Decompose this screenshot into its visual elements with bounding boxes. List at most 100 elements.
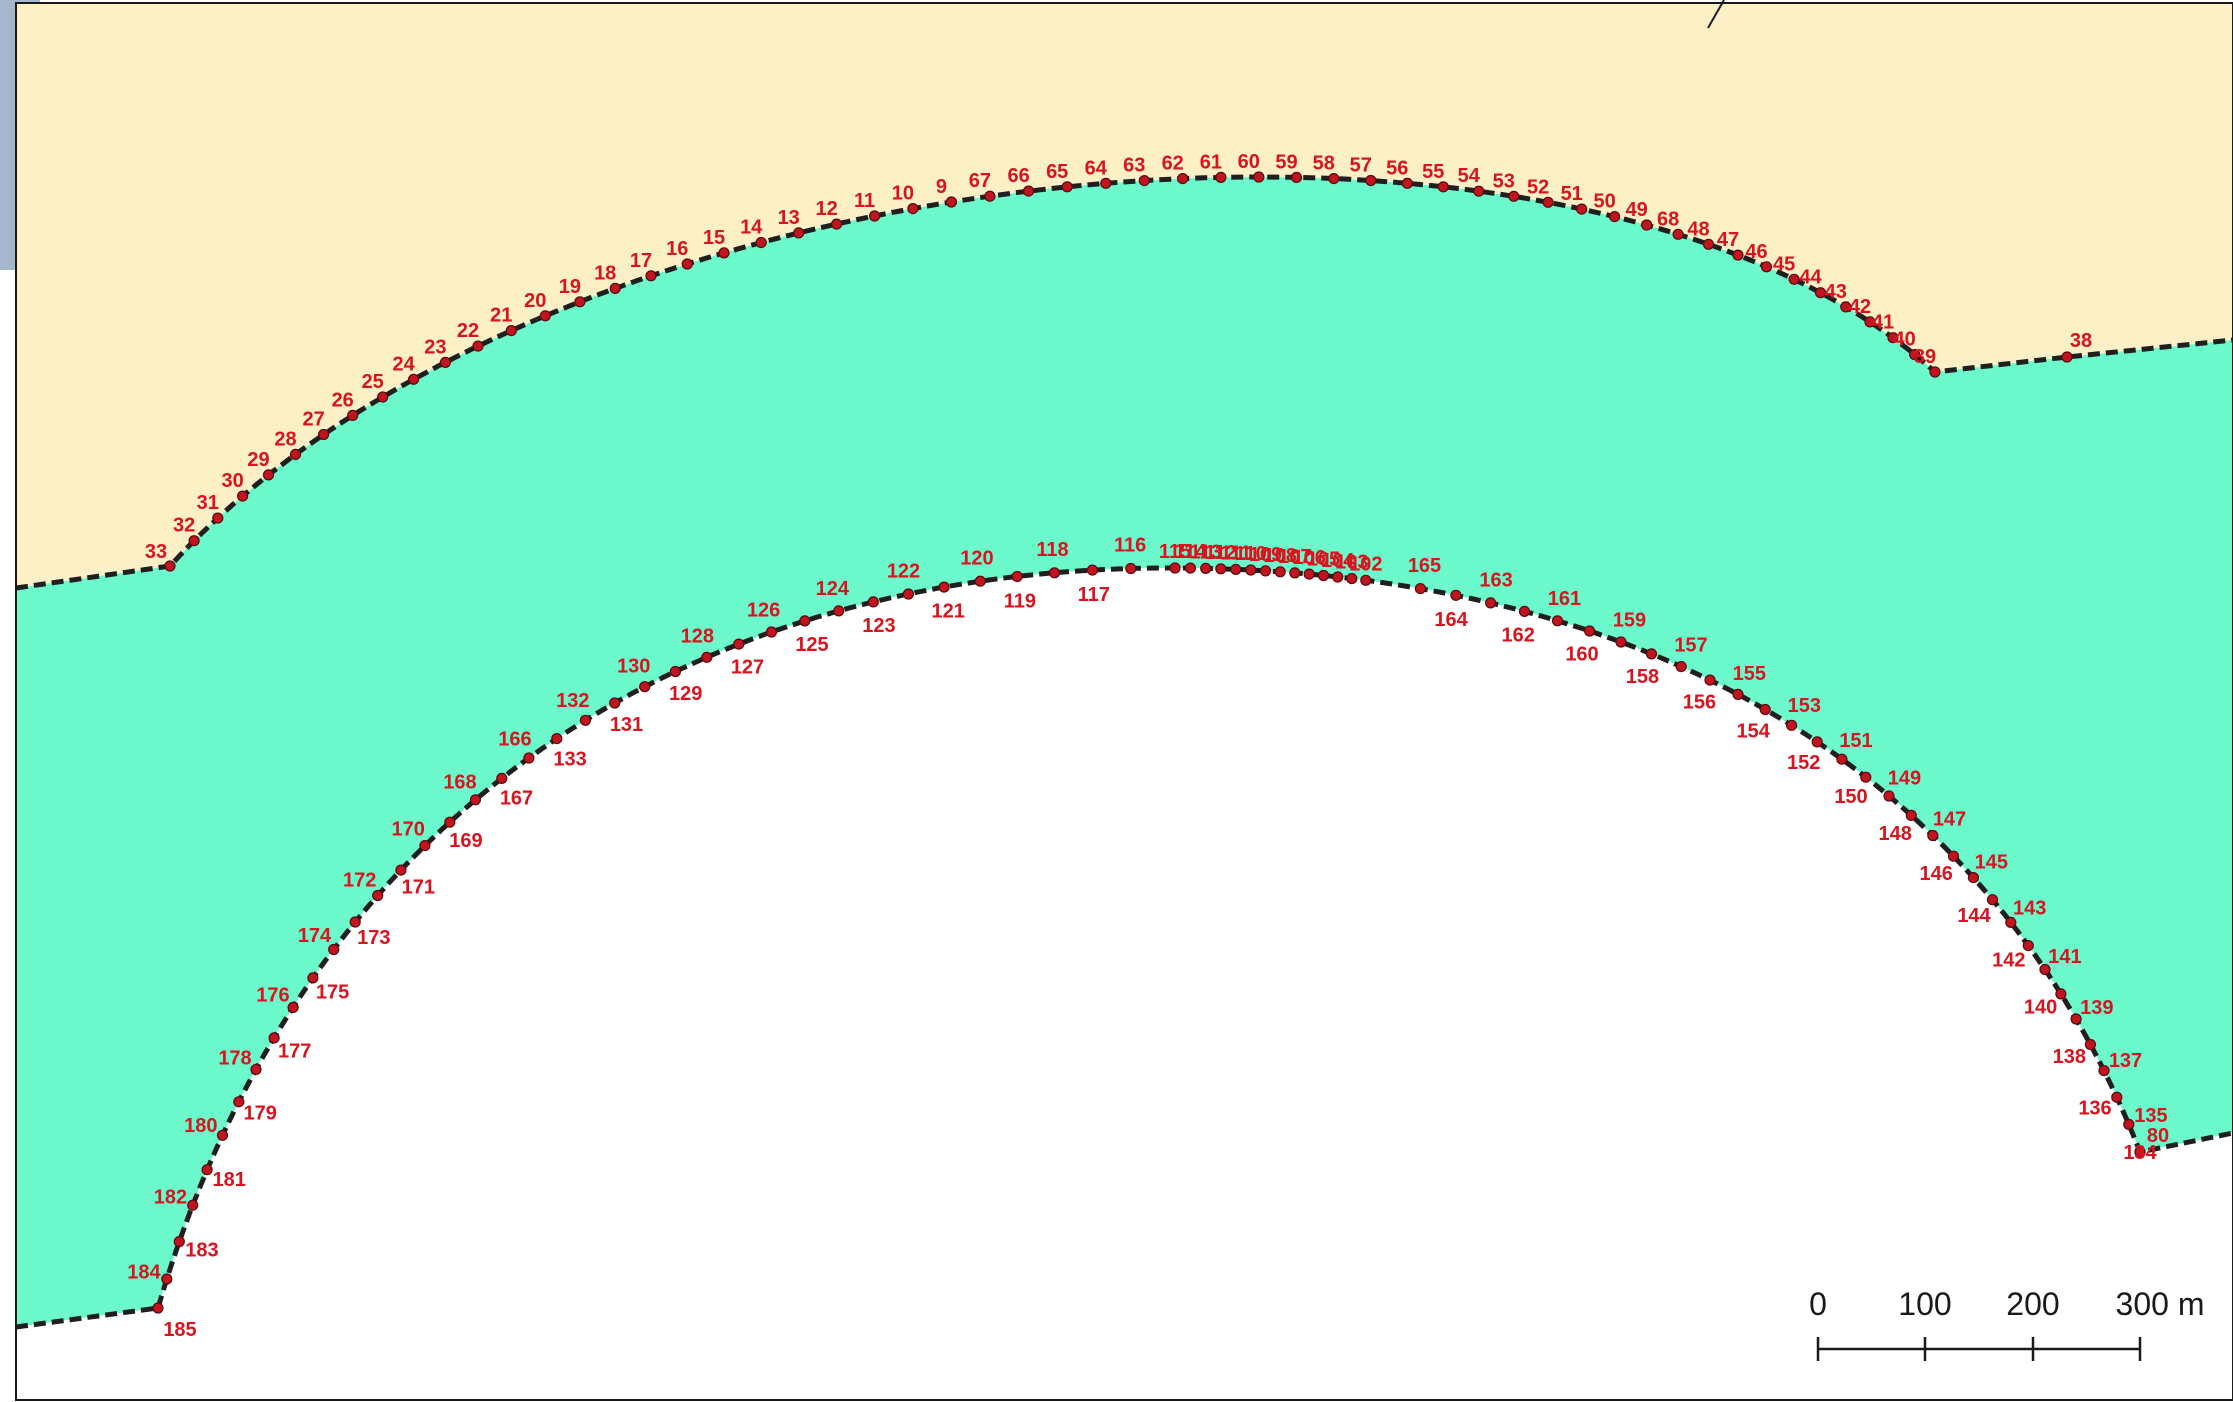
vertex-label-131: 131 <box>610 714 643 736</box>
vertex-27 <box>318 428 330 441</box>
vertex-label-138: 138 <box>2053 1046 2086 1068</box>
vertex-label-179: 179 <box>244 1103 277 1125</box>
vertex-18 <box>609 282 621 294</box>
vertex-135 <box>2123 1118 2135 1131</box>
vertex-label-57: 57 <box>1350 155 1372 177</box>
vertex-117 <box>1086 564 1099 576</box>
vertex-128 <box>701 651 713 663</box>
vertex-160 <box>1583 625 1596 637</box>
vertex-80 <box>2134 1146 2146 1158</box>
vertex-label-148: 148 <box>1879 823 1912 845</box>
vertex-label-14: 14 <box>740 217 763 239</box>
vertex-label-130: 130 <box>617 655 650 677</box>
vertex-124 <box>833 605 845 617</box>
vertex-103 <box>1346 572 1358 585</box>
vertex-label-156: 156 <box>1683 692 1716 714</box>
vertex-label-43: 43 <box>1825 281 1847 303</box>
vertex-123 <box>867 596 879 608</box>
vertex-174 <box>328 943 340 956</box>
vertex-label-12: 12 <box>815 198 837 220</box>
vertex-label-111: 111 <box>1220 542 1251 564</box>
vertex-137 <box>2098 1064 2110 1077</box>
vertex-121 <box>938 581 950 593</box>
vertex-label-120: 120 <box>960 548 993 570</box>
vertex-label-30: 30 <box>221 470 243 492</box>
vertex-label-132: 132 <box>556 690 589 712</box>
vertex-51 <box>1576 203 1588 215</box>
vertex-label-152: 152 <box>1787 752 1820 774</box>
vertex-label-31: 31 <box>197 492 219 514</box>
outer-boundary-line <box>15 174 2233 591</box>
vertex-107 <box>1289 567 1301 579</box>
vertex-label-20: 20 <box>524 290 546 312</box>
vertex-29 <box>262 469 275 481</box>
vertex-116 <box>1125 562 1137 575</box>
vertex-154 <box>1759 703 1771 716</box>
vertex-label-62: 62 <box>1162 153 1184 175</box>
vertex-106 <box>1303 568 1315 580</box>
vertex-label-117: 117 <box>1078 584 1110 606</box>
vertex-label-171: 171 <box>402 877 435 899</box>
vertex-172 <box>372 889 384 902</box>
vertex-label-104: 104 <box>1321 550 1355 572</box>
vertex-label-54: 54 <box>1458 165 1481 187</box>
vertex-label-64: 64 <box>1085 157 1108 179</box>
vertex-label-42: 42 <box>1849 296 1871 318</box>
vertex-28 <box>289 448 302 460</box>
vertex-62 <box>1177 173 1189 185</box>
vertex-183 <box>173 1235 185 1248</box>
vertex-132 <box>579 714 592 726</box>
vertex-label-183: 183 <box>185 1240 218 1262</box>
vertex-label-33: 33 <box>145 541 167 563</box>
vertex-145 <box>1967 871 1980 884</box>
vertex-47 <box>1732 249 1744 261</box>
vertex-label-135: 135 <box>2134 1105 2167 1127</box>
vertex-142 <box>2022 939 2034 952</box>
vertex-label-68: 68 <box>1657 208 1679 230</box>
vertex-12 <box>830 218 843 230</box>
vertex-115 <box>1169 562 1181 574</box>
scale-label-0: 0 <box>1809 1286 1827 1322</box>
vertex-45 <box>1788 273 1800 285</box>
vertex-120 <box>974 575 986 587</box>
vertex-178 <box>250 1063 262 1076</box>
vertex-label-16: 16 <box>666 238 688 260</box>
vertex-46 <box>1760 261 1773 273</box>
vertex-42 <box>1864 316 1876 328</box>
map-frame <box>15 2 2233 1401</box>
vertex-44 <box>1814 287 1827 299</box>
vertex-129 <box>669 665 682 678</box>
vertex-9 <box>945 196 958 208</box>
vertex-108 <box>1274 566 1286 578</box>
vertex-label-38: 38 <box>2070 330 2092 352</box>
vertex-104 <box>1332 571 1344 583</box>
vertex-label-113: 113 <box>1190 541 1222 563</box>
vertex-153 <box>1785 719 1798 731</box>
vertex-label-175: 175 <box>316 982 349 1004</box>
vertex-152 <box>1811 736 1823 748</box>
vertex-label-122: 122 <box>887 561 920 583</box>
vertex-67 <box>984 190 996 202</box>
vertex-119 <box>1011 570 1023 583</box>
vertex-139 <box>2070 1013 2082 1025</box>
vertex-label-58: 58 <box>1313 153 1335 175</box>
vertex-60 <box>1253 171 1265 183</box>
vertex-label-185: 185 <box>163 1319 196 1341</box>
vertex-label-53: 53 <box>1493 170 1515 192</box>
vertex-label-176: 176 <box>256 984 289 1006</box>
vertex-label-151: 151 <box>1839 730 1872 752</box>
vertex-label-24: 24 <box>392 353 415 375</box>
vertex-43 <box>1840 301 1852 313</box>
vertex-label-123: 123 <box>862 615 895 637</box>
vertex-126 <box>765 626 778 638</box>
vertex-15 <box>718 247 730 259</box>
vertex-161 <box>1551 615 1564 627</box>
vertex-label-133: 133 <box>553 749 586 771</box>
vertex-label-159: 159 <box>1613 610 1646 632</box>
vertex-label-56: 56 <box>1386 157 1408 179</box>
vertex-180 <box>216 1129 229 1141</box>
vertex-16 <box>681 258 693 270</box>
vertex-68 <box>1672 228 1684 240</box>
